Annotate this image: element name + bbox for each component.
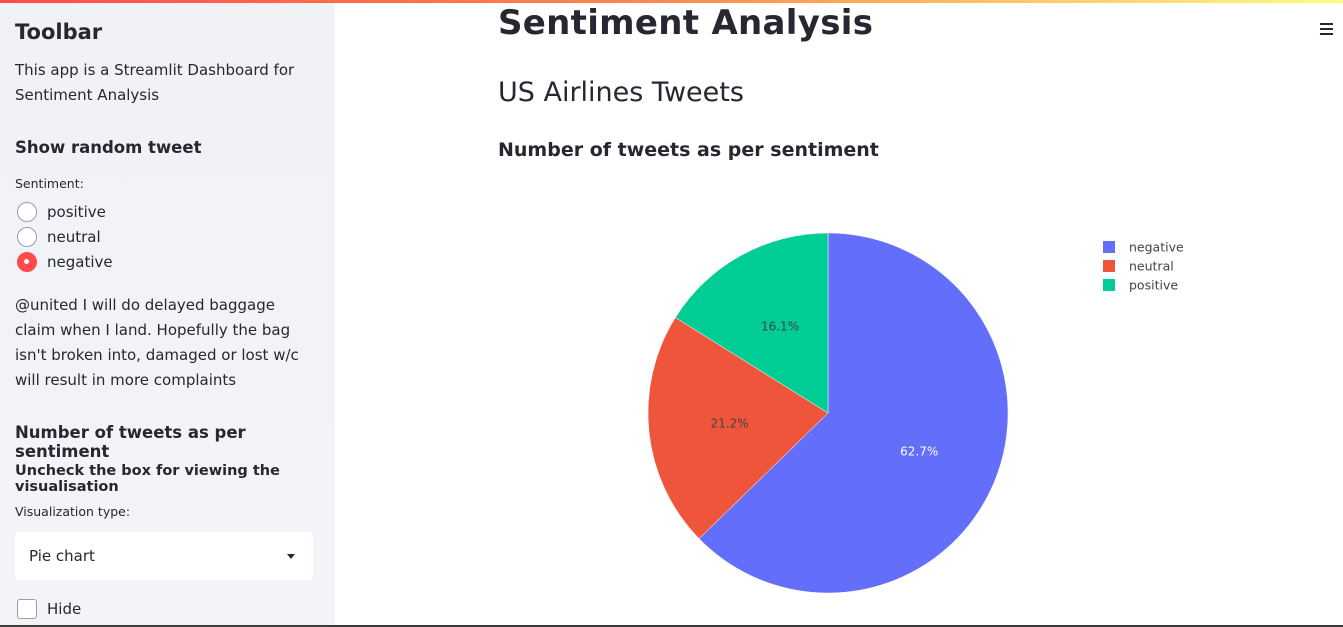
- hide-checkbox-label: Hide: [47, 600, 82, 618]
- pie-slice-positive[interactable]: [675, 232, 829, 414]
- legend-label-neutral[interactable]: neutral: [1129, 259, 1174, 274]
- caret-down-icon: [287, 554, 295, 559]
- pie-label-neutral: 21.2%: [711, 417, 749, 431]
- uncheck-instruction-heading: Uncheck the box for viewing the visualis…: [15, 463, 280, 495]
- viz-type-selected-value: Pie chart: [29, 547, 95, 565]
- pie-slice-neutral[interactable]: [647, 317, 829, 540]
- radio-button-icon[interactable]: [17, 202, 37, 222]
- radio-label: negative: [47, 253, 113, 271]
- sentiment-radio-negative[interactable]: negative: [17, 251, 113, 273]
- sentiment-radio-positive[interactable]: positive: [17, 201, 106, 223]
- legend-swatch-negative[interactable]: [1103, 241, 1115, 253]
- checkbox-icon[interactable]: [17, 599, 37, 619]
- pie-slice-negative[interactable]: [698, 232, 1009, 594]
- page-title: Sentiment Analysis: [498, 3, 874, 43]
- sidebar-title: Toolbar: [15, 20, 103, 44]
- random-tweet-text: @united I will do delayed baggage claim …: [15, 296, 299, 389]
- page-subtitle: US Airlines Tweets: [498, 77, 744, 108]
- radio-label: positive: [47, 203, 106, 221]
- legend-swatch-positive[interactable]: [1103, 279, 1115, 291]
- pie-chart-svg: 62.7% 21.2% 16.1% negative neutral positive: [647, 232, 1184, 594]
- legend-swatch-neutral[interactable]: [1103, 260, 1115, 272]
- sidebar-description: This app is a Streamlit Dashboard for Se…: [15, 61, 295, 104]
- sentiment-label: Sentiment:: [15, 176, 84, 191]
- radio-label: neutral: [47, 228, 101, 246]
- radio-button-selected-icon[interactable]: [17, 252, 37, 272]
- viz-type-label: Visualization type:: [15, 504, 131, 519]
- legend-label-positive[interactable]: positive: [1129, 278, 1178, 293]
- chart-section-heading: Number of tweets as per sentiment: [498, 139, 879, 161]
- tweet-count-heading: Number of tweets as per sentiment: [15, 423, 246, 461]
- top-decoration-stripe: [0, 0, 1343, 3]
- hamburger-menu-icon[interactable]: [1318, 18, 1338, 38]
- legend-label-negative[interactable]: negative: [1129, 240, 1184, 255]
- radio-button-icon[interactable]: [17, 227, 37, 247]
- random-tweet-heading: Show random tweet: [15, 138, 202, 157]
- bottom-border: [0, 625, 1343, 627]
- sidebar: Toolbar This app is a Streamlit Dashboar…: [0, 3, 335, 627]
- sentiment-pie-chart: 62.7% 21.2% 16.1% negative neutral positive: [335, 170, 1343, 627]
- pie-label-negative: 62.7%: [900, 444, 938, 458]
- pie-label-positive: 16.1%: [761, 319, 799, 333]
- sentiment-radio-neutral[interactable]: neutral: [17, 226, 101, 248]
- hide-checkbox[interactable]: Hide: [17, 599, 81, 619]
- viz-type-select[interactable]: Pie chart: [15, 532, 313, 580]
